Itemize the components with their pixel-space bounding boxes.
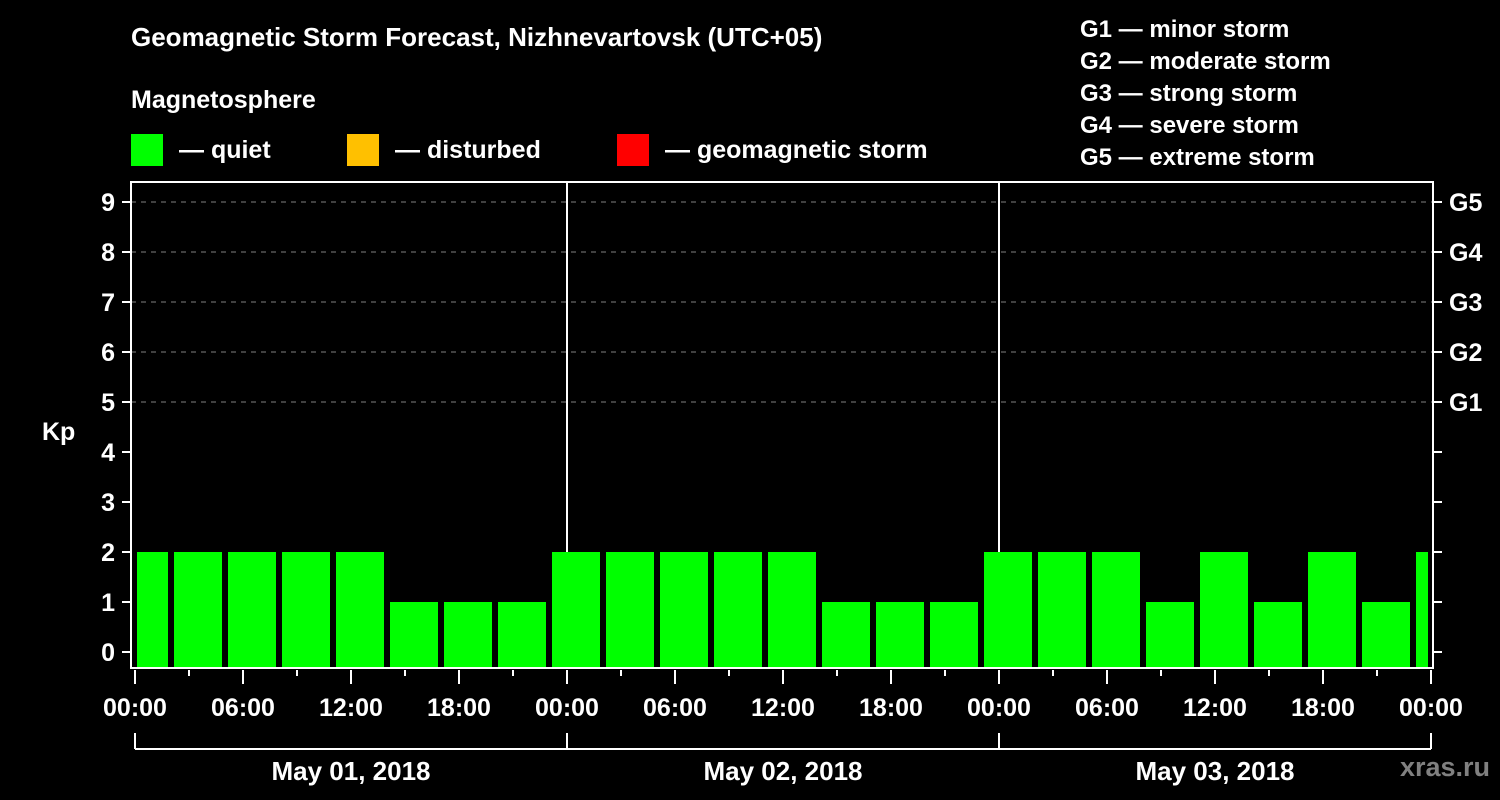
storm-scale-g5: G5 — extreme storm xyxy=(1080,144,1315,171)
day-label: May 03, 2018 xyxy=(1135,756,1294,786)
legend-label-storm: — geomagnetic storm xyxy=(665,135,928,164)
disturbed-swatch-icon xyxy=(347,134,379,166)
storm-scale-g1: G1 — minor storm xyxy=(1080,16,1290,43)
x-tick-label: 18:00 xyxy=(1291,694,1355,722)
day-label: May 01, 2018 xyxy=(271,756,430,786)
storm-scale-g4: G4 — severe storm xyxy=(1080,112,1299,139)
watermark: xras.ru xyxy=(1399,752,1490,782)
quiet-swatch-icon xyxy=(131,134,163,166)
x-tick-label: 12:00 xyxy=(1183,694,1247,722)
y-tick-label: 7 xyxy=(101,289,115,317)
bars xyxy=(137,552,1428,668)
legend-item-quiet: — quiet xyxy=(131,134,271,166)
kp-bar xyxy=(552,552,600,668)
legend-item-storm: — geomagnetic storm xyxy=(617,134,928,166)
kp-bar xyxy=(336,552,384,668)
x-tick-label: 18:00 xyxy=(859,694,923,722)
x-tick-label: 18:00 xyxy=(427,694,491,722)
plot-frame xyxy=(130,181,1434,669)
storm-scale-g2: G2 — moderate storm xyxy=(1080,48,1331,75)
x-tick-label: 00:00 xyxy=(103,694,167,722)
y-tick-label: 0 xyxy=(101,639,115,667)
y-tick-label: 9 xyxy=(101,189,115,217)
kp-bar xyxy=(498,602,546,668)
kp-bar xyxy=(1092,552,1140,668)
kp-bar xyxy=(282,552,330,668)
storm-swatch-icon xyxy=(617,134,649,166)
x-tick-label: 00:00 xyxy=(967,694,1031,722)
kp-bar xyxy=(606,552,654,668)
g-scale-label: G3 xyxy=(1449,289,1482,317)
g-scale-label: G2 xyxy=(1449,339,1482,367)
y-axis-label: Kp xyxy=(42,418,75,446)
kp-bar xyxy=(390,602,438,668)
kp-bar xyxy=(1308,552,1356,668)
kp-bar xyxy=(1362,602,1410,668)
kp-bar xyxy=(1416,552,1428,668)
kp-bar xyxy=(174,552,222,668)
x-tick-label: 00:00 xyxy=(1399,694,1463,722)
legend-label-disturbed: — disturbed xyxy=(395,135,541,164)
y-tick-label: 4 xyxy=(101,439,115,467)
kp-bar xyxy=(1146,602,1194,668)
x-tick-label: 06:00 xyxy=(643,694,707,722)
kp-bar xyxy=(768,552,816,668)
y-tick-label: 8 xyxy=(101,239,115,267)
x-tick-label: 06:00 xyxy=(1075,694,1139,722)
g-scale-label: G5 xyxy=(1449,189,1482,217)
legend-label-quiet: — quiet xyxy=(179,135,271,164)
kp-bar xyxy=(660,552,708,668)
x-tick-label: 12:00 xyxy=(751,694,815,722)
chart-title: Geomagnetic Storm Forecast, Nizhnevartov… xyxy=(131,22,823,52)
kp-bar xyxy=(444,602,492,668)
kp-bar xyxy=(876,602,924,668)
kp-bar xyxy=(1254,602,1302,668)
x-tick-label: 00:00 xyxy=(535,694,599,722)
kp-bar xyxy=(822,602,870,668)
y-tick-label: 5 xyxy=(101,389,115,417)
y-tick-label: 1 xyxy=(101,589,115,617)
storm-scale-g3: G3 — strong storm xyxy=(1080,80,1298,107)
g-scale-label: G1 xyxy=(1449,389,1482,417)
kp-bar xyxy=(984,552,1032,668)
kp-bar xyxy=(1200,552,1248,668)
day-label: May 02, 2018 xyxy=(703,756,862,786)
y-tick-label: 6 xyxy=(101,339,115,367)
kp-bar xyxy=(930,602,978,668)
x-tick-label: 06:00 xyxy=(211,694,275,722)
kp-bar xyxy=(1038,552,1086,668)
storm-scale-legend: G1 — minor storm G2 — moderate storm G3 … xyxy=(1080,14,1331,174)
kp-bar xyxy=(228,552,276,668)
g-scale-label: G4 xyxy=(1449,239,1482,267)
kp-bar xyxy=(137,552,168,668)
y-tick-label: 2 xyxy=(101,539,115,567)
legend-title: Magnetosphere xyxy=(131,86,316,114)
legend-item-disturbed: — disturbed xyxy=(347,134,541,166)
y-tick-label: 3 xyxy=(101,489,115,517)
kp-bar xyxy=(714,552,762,668)
x-tick-label: 12:00 xyxy=(319,694,383,722)
